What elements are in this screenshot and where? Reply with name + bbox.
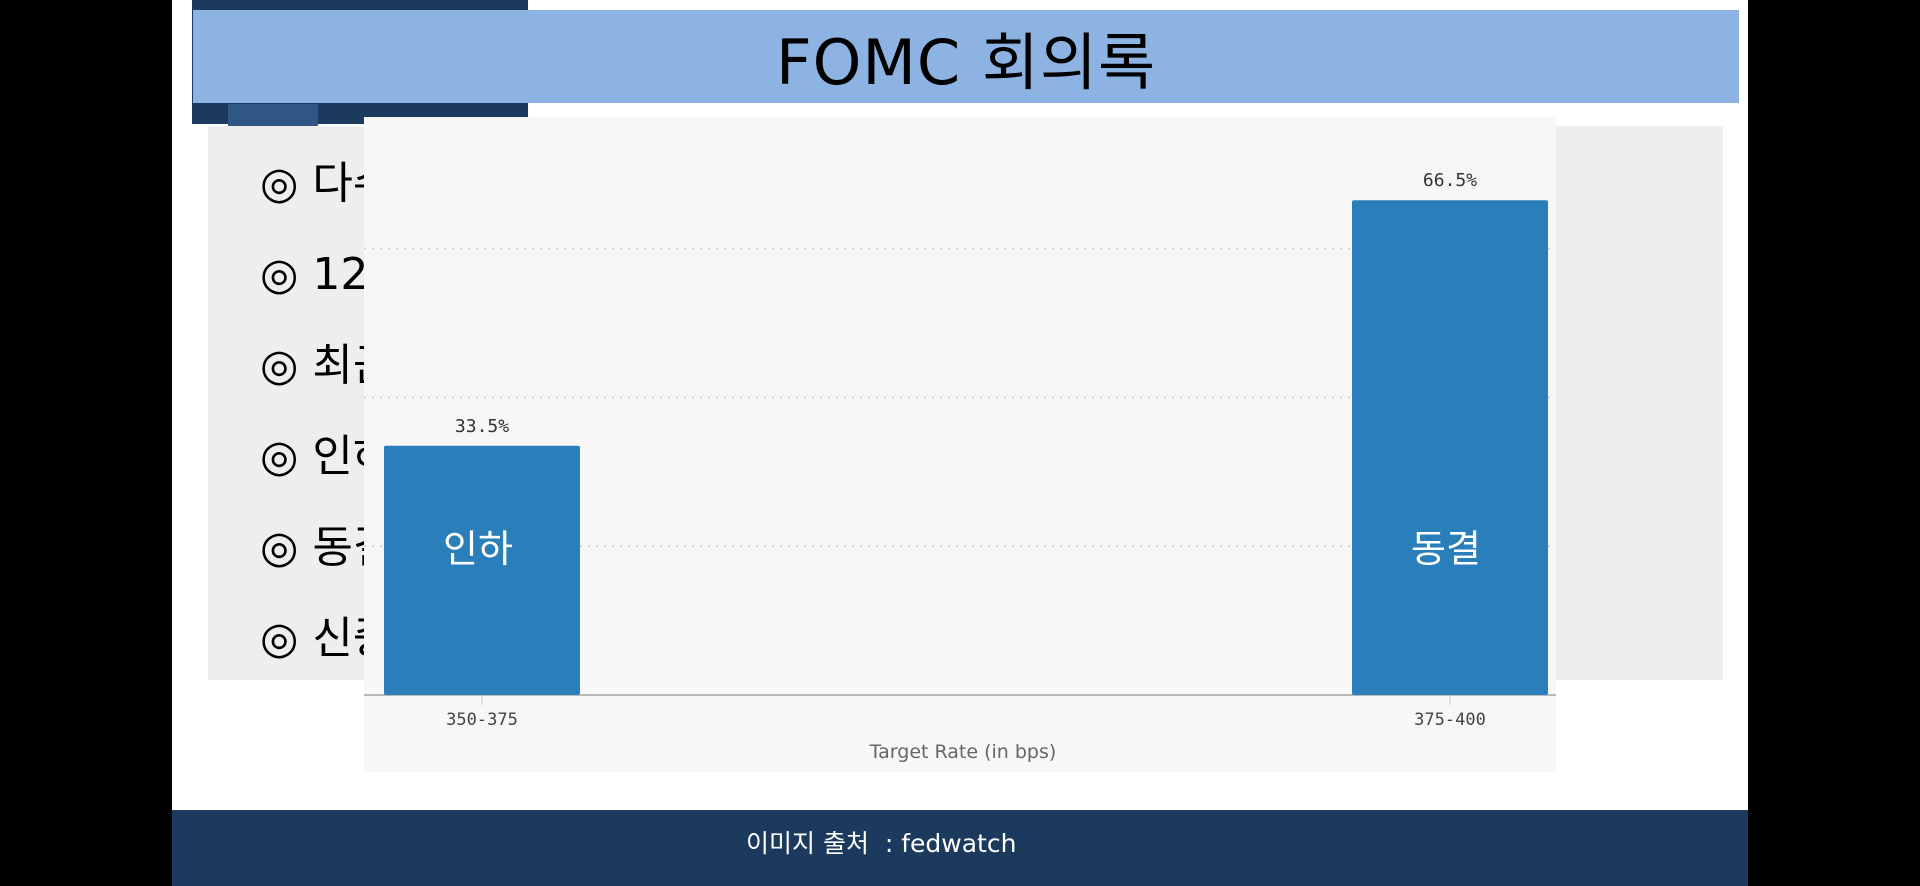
bar-annotation: 인하 [443,527,513,571]
bar [1352,200,1548,695]
image-source-caption: 이미지 출처 : fedwatch [746,829,1017,858]
bar-annotation: 동결 [1411,527,1481,571]
decorative-blue-stripe [228,104,318,126]
presentation-slide: FOMC 회의록 ◎ 다수 ◎ 12월 ◎ 최근 ◎ 인하 ◎ 동결 ◎ 신중 … [172,0,1748,886]
x-tick-label: 375-400 [1414,710,1486,730]
title-bar: FOMC 회의록 [193,10,1739,103]
x-tick-label: 350-375 [446,710,518,730]
slide-title: FOMC 회의록 [775,25,1157,99]
data-label: 33.5% [455,416,509,437]
data-label: 66.5% [1423,170,1477,191]
footer-bar: 이미지 출처 : fedwatch [172,810,1748,886]
bar-chart: 33.5% 인하 350-375 66.5% 동결 375-400 Target Rate … [364,170,1556,763]
fedwatch-chart: 33.5% 인하 350-375 66.5% 동결 375-400 Target Rate … [364,117,1556,772]
x-axis-label: Target Rate (in bps) [869,741,1057,763]
bar [384,445,580,695]
